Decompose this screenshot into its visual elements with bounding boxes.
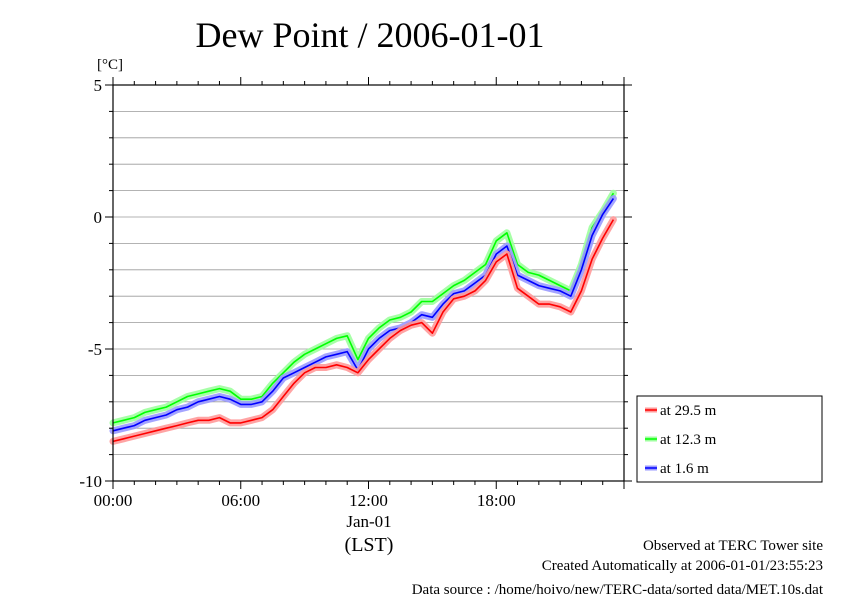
series-line [112, 219, 615, 443]
chart-title: Dew Point / 2006-01-01 [196, 15, 545, 55]
x-axis-label: (LST) [345, 534, 394, 556]
footer-source: Data source : /home/hoivo/new/TERC-data/… [412, 582, 824, 595]
legend-label: at 29.5 m [660, 403, 717, 419]
y-tick-label: -10 [79, 472, 102, 491]
legend: at 29.5 m at 12.3 m at 1.6 m [636, 395, 823, 483]
date-label: Jan-01 [346, 512, 391, 531]
series-line [112, 192, 615, 424]
legend-box [636, 395, 823, 483]
footer-created: Created Automatically at 2006-01-01/23:5… [542, 558, 823, 574]
y-axis-unit: [°C] [97, 57, 123, 73]
y-tick-label: 5 [94, 76, 103, 95]
y-tick-label: -5 [88, 340, 102, 359]
series-band [109, 189, 617, 427]
legend-items: at 29.5 m at 12.3 m at 1.6 m [645, 403, 717, 477]
y-tick-label: 0 [94, 208, 103, 227]
footer-site: Observed at TERC Tower site [643, 538, 823, 554]
x-tick-label: 06:00 [221, 491, 260, 510]
series-layer [109, 189, 617, 445]
x-tick-label: 12:00 [349, 491, 388, 510]
legend-label: at 12.3 m [660, 432, 717, 448]
legend-label: at 1.6 m [660, 461, 709, 477]
series-line [112, 198, 615, 432]
x-tick-label: 00:00 [94, 491, 133, 510]
x-tick-label: 18:00 [477, 491, 516, 510]
